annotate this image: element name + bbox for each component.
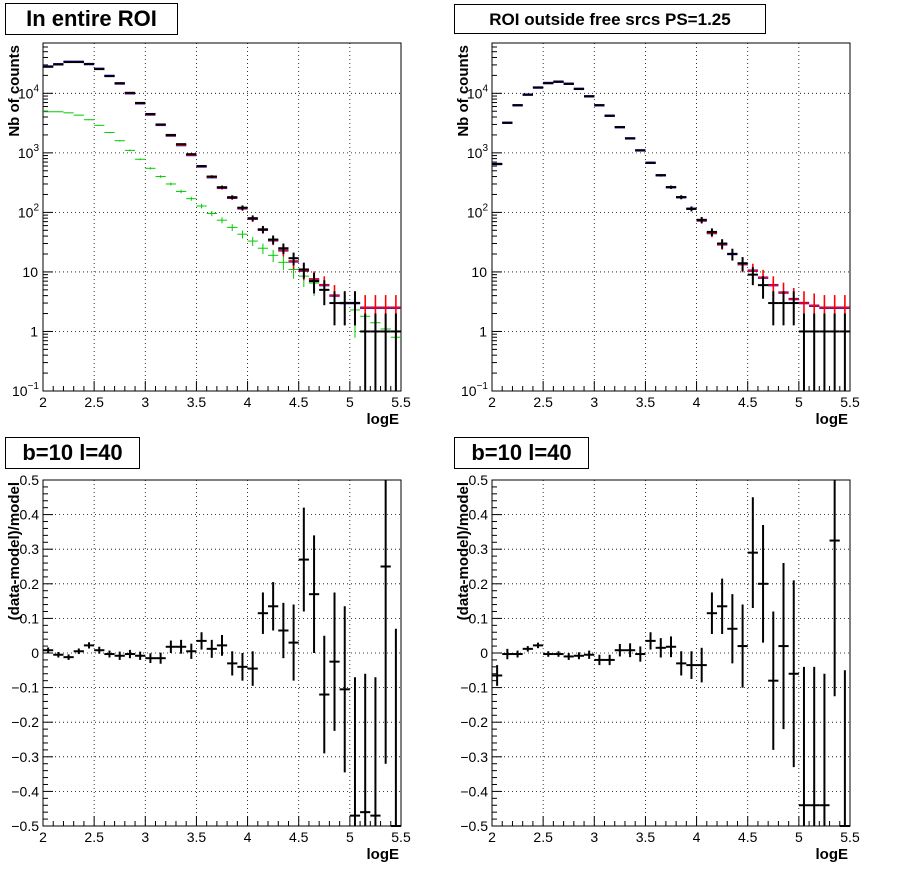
y-axis-label: Nb of counts xyxy=(455,45,472,137)
plot-frame xyxy=(491,42,851,392)
y-tick-label: 1 xyxy=(30,323,38,339)
series-model xyxy=(492,80,850,334)
y-tick-label: 0.3 xyxy=(469,541,489,557)
y-tick-label: 10 xyxy=(22,264,38,280)
y-tick-label: 0.5 xyxy=(20,472,40,488)
y-tick-label: 1 xyxy=(479,323,487,339)
x-tick-label: 5 xyxy=(795,394,803,410)
y-tick-label: 0.4 xyxy=(469,507,489,523)
x-tick-label: 3 xyxy=(141,394,149,410)
panel-title-bottom-left: b=10 l=40 xyxy=(5,437,140,469)
x-tick-label: 5.5 xyxy=(391,829,411,845)
x-tick-label: 4 xyxy=(244,829,252,845)
y-tick-label: 0.3 xyxy=(20,541,40,557)
y-tick-label: 0.4 xyxy=(20,507,40,523)
y-tick-label: 0.1 xyxy=(469,610,489,626)
x-tick-label: 5 xyxy=(795,829,803,845)
y-tick-label: 10−1 xyxy=(461,381,488,399)
y-tick-label: 0.2 xyxy=(20,576,40,592)
series-component xyxy=(43,111,401,391)
y-tick-label: 104 xyxy=(467,83,489,101)
y-tick-label: 0.1 xyxy=(20,610,40,626)
y-tick-label: 0 xyxy=(480,645,488,661)
y-tick-label: −0.4 xyxy=(11,783,39,799)
y-tick-label: 104 xyxy=(18,83,40,101)
x-tick-label: 2.5 xyxy=(84,829,104,845)
x-tick-label: 5 xyxy=(346,829,354,845)
y-tick-label: −0.3 xyxy=(460,749,488,765)
x-tick-label: 2.5 xyxy=(533,829,553,845)
plot-frame xyxy=(42,42,402,392)
y-tick-label: 10−1 xyxy=(12,381,39,399)
x-tick-label: 5.5 xyxy=(840,829,860,845)
x-tick-label: 3.5 xyxy=(187,394,207,410)
y-tick-label: 0 xyxy=(31,645,39,661)
y-tick-label: −0.3 xyxy=(11,749,39,765)
x-tick-label: 3 xyxy=(590,829,598,845)
y-tick-label: 0.5 xyxy=(469,472,489,488)
y-tick-label: 103 xyxy=(467,143,489,161)
x-axis-label: logE xyxy=(816,846,849,863)
y-tick-label: 103 xyxy=(18,143,40,161)
x-tick-label: 4.5 xyxy=(738,394,758,410)
y-tick-label: −0.5 xyxy=(11,818,39,834)
panel-title-top-right: ROI outside free srcs PS=1.25 xyxy=(454,4,766,34)
series-residual xyxy=(43,480,401,827)
series-model xyxy=(43,60,401,334)
x-axis-label: logE xyxy=(367,846,400,863)
x-tick-label: 4 xyxy=(244,394,252,410)
x-tick-label: 4.5 xyxy=(738,829,758,845)
y-axis-label: (data-model)/model xyxy=(455,482,472,620)
y-axis-label: Nb of counts xyxy=(6,45,23,137)
panel-title-top-left: In entire ROI xyxy=(5,3,178,35)
panel-4: 2 2.5 3 3.5 4 4.5 5 5.5 −0.5 −0.4 −0.3 −0.2 −0.1 0 0.1… xyxy=(455,472,860,863)
panel-title-bottom-right: b=10 l=40 xyxy=(454,437,589,469)
y-tick-label: −0.1 xyxy=(11,680,39,696)
panel-3: 2 2.5 3 3.5 4 4.5 5 5.5 −0.5 −0.4 −0.3 −0.2 −0.1 0 0.1… xyxy=(6,472,411,863)
x-tick-label: 2 xyxy=(488,829,496,845)
panel-2: 2 2.5 3 3.5 4 4.5 5 5.5 10−1 1 10 102 103 104 logE Nb o… xyxy=(455,42,860,428)
x-axis-label: logE xyxy=(367,411,400,428)
y-tick-label: 102 xyxy=(18,202,40,220)
x-tick-label: 2 xyxy=(39,394,47,410)
panel-1: 2 2.5 3 3.5 4 4.5 5 5.5 10−1 1 10 102 103 104 logE Nb o… xyxy=(6,42,411,428)
x-tick-label: 2.5 xyxy=(84,394,104,410)
x-tick-label: 3 xyxy=(590,394,598,410)
y-tick-label: −0.2 xyxy=(460,714,488,730)
y-tick-label: −0.2 xyxy=(11,714,39,730)
y-tick-label: 0.2 xyxy=(469,576,489,592)
y-tick-label: 102 xyxy=(467,202,489,220)
x-tick-label: 4 xyxy=(693,394,701,410)
x-tick-label: 3.5 xyxy=(636,394,656,410)
x-tick-label: 4.5 xyxy=(289,394,309,410)
x-tick-label: 5.5 xyxy=(391,394,411,410)
x-tick-label: 2.5 xyxy=(533,394,553,410)
x-tick-label: 5 xyxy=(346,394,354,410)
y-tick-label: −0.4 xyxy=(460,783,488,799)
x-tick-label: 4.5 xyxy=(289,829,309,845)
y-tick-label: −0.5 xyxy=(460,818,488,834)
x-axis-label: logE xyxy=(816,411,849,428)
x-tick-label: 3.5 xyxy=(636,829,656,845)
series-residual xyxy=(492,480,850,827)
x-tick-label: 2 xyxy=(488,394,496,410)
x-tick-label: 3 xyxy=(141,829,149,845)
y-tick-label: −0.1 xyxy=(460,680,488,696)
y-axis-label: (data-model)/model xyxy=(6,482,23,620)
x-tick-label: 2 xyxy=(39,829,47,845)
x-tick-label: 4 xyxy=(693,829,701,845)
y-tick-label: 10 xyxy=(471,264,487,280)
x-tick-label: 5.5 xyxy=(840,394,860,410)
series-data xyxy=(492,80,850,391)
x-tick-label: 3.5 xyxy=(187,829,207,845)
series-data xyxy=(43,61,401,391)
